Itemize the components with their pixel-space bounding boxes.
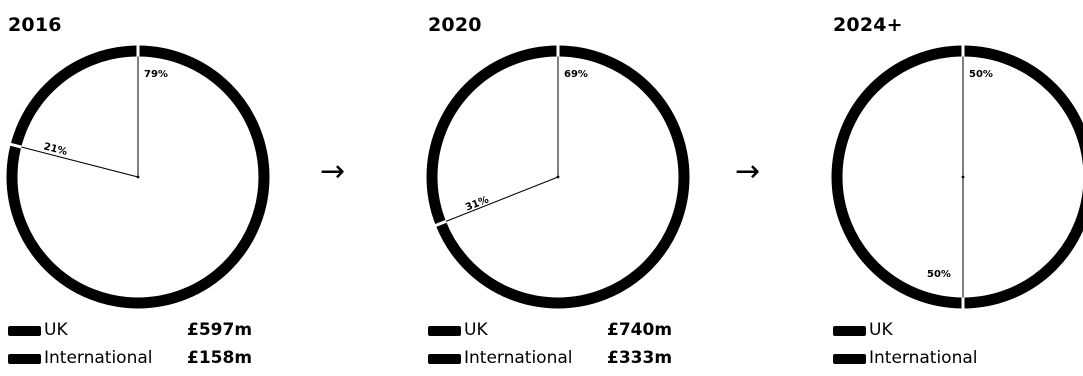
pie-center-dot: [136, 175, 140, 179]
legend-item-international: International £333m: [428, 348, 690, 376]
pie-center-dot: [961, 175, 965, 179]
slice-label-uk: 69%: [564, 69, 588, 80]
legend-label: UK: [464, 320, 488, 340]
slice-label-international: 31%: [464, 195, 490, 214]
legend-amount: £597m: [187, 320, 253, 340]
legend-swatch: [833, 354, 866, 364]
legend-swatch: [428, 326, 461, 336]
arrow-right-icon: →: [735, 154, 761, 189]
slice-label-uk: 79%: [144, 69, 168, 80]
pie-svg: 69% 31%: [426, 40, 690, 309]
pie-chart-2020: 2020 69% 31% UK £740m International £333m: [420, 0, 690, 372]
pie-center-dot: [556, 175, 560, 179]
legend-item-uk: UK £740m: [428, 320, 690, 348]
legend-item-uk: UK £597m: [8, 320, 270, 348]
legend-item-international: International: [833, 348, 1083, 376]
slice-boundary-line: [21, 146, 139, 178]
pie-svg: 79%21%: [4, 40, 270, 309]
legend-label: International: [464, 348, 573, 368]
pie-chart-2016: 2016 79% 21% UK £597m International £158m: [0, 0, 270, 372]
legend-swatch: [833, 326, 866, 336]
chart-title: 2020: [428, 14, 482, 36]
legend-item-international: International £158m: [8, 348, 270, 376]
legend-swatch: [428, 354, 461, 364]
legend: UK £597m International £158m: [8, 320, 270, 376]
legend-item-uk: UK: [833, 320, 1083, 348]
chart-title: 2024+: [833, 14, 903, 36]
pie-chart-2024: 2024+ 50% 50% UK International: [825, 0, 1083, 372]
slice-label-international: 50%: [927, 269, 951, 280]
legend-amount: £740m: [607, 320, 673, 340]
arrow-right-icon: →: [320, 154, 346, 189]
slice-boundary-line: [445, 176, 559, 222]
legend: UK £740m International £333m: [428, 320, 690, 376]
legend-swatch: [8, 354, 41, 364]
pie-svg: 50% 50%: [831, 40, 1083, 314]
legend-label: International: [44, 348, 153, 368]
legend: UK International: [833, 320, 1083, 376]
legend-label: International: [869, 348, 978, 368]
chart-title: 2016: [8, 14, 62, 36]
pie-ring: [831, 45, 1083, 309]
legend-amount: £333m: [607, 348, 673, 368]
slice-label-uk: 50%: [969, 69, 993, 80]
legend-amount: £158m: [187, 348, 253, 368]
legend-label: UK: [44, 320, 68, 340]
legend-label: UK: [869, 320, 893, 340]
legend-swatch: [8, 326, 41, 336]
